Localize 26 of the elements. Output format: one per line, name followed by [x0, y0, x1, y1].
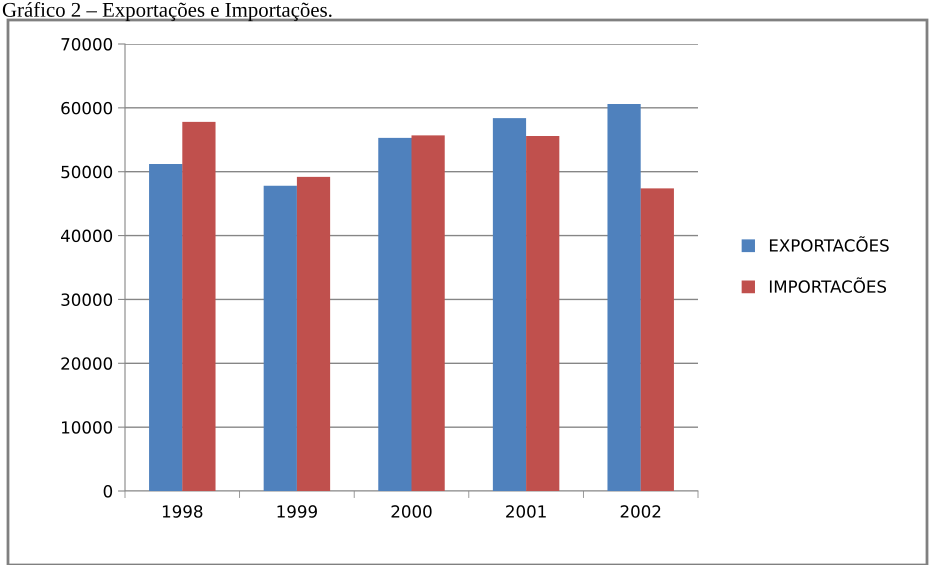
x-tick-label: 2002	[620, 505, 660, 518]
y-tick-label: 50000	[61, 166, 112, 178]
bar	[264, 186, 297, 491]
chart-title: Gráfico 2 – Exportações e Importações.	[2, 2, 332, 22]
y-tick-label: 0	[104, 484, 112, 498]
bar	[182, 122, 216, 491]
x-tick-label: 1998	[162, 505, 202, 518]
y-tick-label: 40000	[60, 230, 112, 242]
legend-label: IMPORTACÕES	[770, 277, 886, 293]
x-tick-label: 1999	[278, 505, 317, 518]
bar	[149, 164, 182, 491]
bar	[378, 138, 412, 491]
bar	[296, 176, 330, 491]
legend-label: EXPORTACÕES	[770, 236, 889, 252]
bar	[640, 188, 674, 491]
y-tick-label: 20000	[61, 357, 112, 370]
y-tick-label: 30000	[61, 293, 112, 306]
bar	[492, 118, 526, 491]
bar	[412, 135, 445, 491]
y-tick-label: 60000	[61, 102, 112, 114]
x-tick-label: 2001	[506, 505, 546, 518]
x-tick-label: 2000	[392, 505, 432, 518]
y-tick-label: 10000	[62, 421, 112, 434]
y-tick-label: 70000	[62, 38, 112, 51]
bar	[526, 136, 560, 491]
bar	[607, 104, 641, 491]
